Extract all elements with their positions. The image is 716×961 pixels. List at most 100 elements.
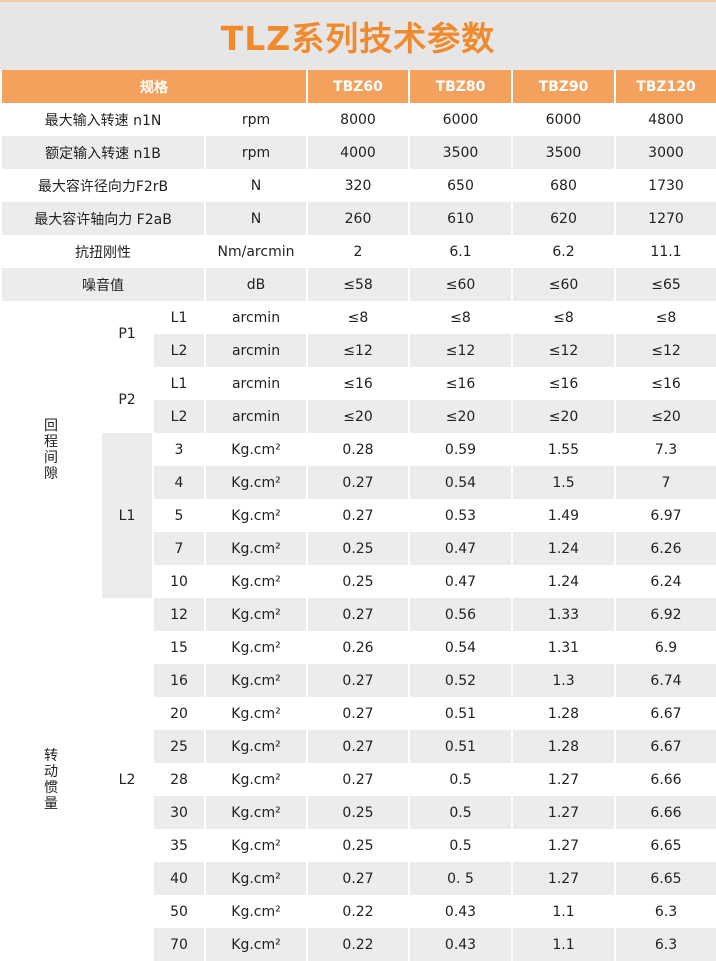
- row-value: 0.28: [306, 433, 410, 466]
- row-value: 2: [306, 235, 410, 268]
- row-sub: L1: [152, 367, 206, 400]
- header-model: TBZ120: [614, 70, 716, 103]
- row-unit: Kg.cm²: [204, 763, 308, 796]
- row-value: 3000: [614, 136, 716, 169]
- row-unit: Kg.cm²: [204, 532, 308, 565]
- row-value: 3500: [511, 136, 616, 169]
- row-value: 4000: [306, 136, 410, 169]
- table-row: 35 Kg.cm² 0.25 0.5 1.27 6.65: [1, 829, 716, 862]
- row-sub: 15: [152, 631, 206, 664]
- row-value: 0.27: [306, 697, 410, 730]
- row-unit: arcmin: [204, 367, 308, 400]
- row-value: 1.27: [511, 763, 616, 796]
- row-value: 610: [408, 202, 513, 235]
- header-model: TBZ80: [408, 70, 513, 103]
- row-sub: 20: [152, 697, 206, 730]
- row-value: ≤60: [408, 268, 513, 301]
- row-value: 0.22: [306, 928, 410, 961]
- row-value: 0.52: [408, 664, 513, 697]
- row-value: 0.25: [306, 796, 410, 829]
- row-sub: 4: [152, 466, 206, 499]
- row-sub: 25: [152, 730, 206, 763]
- table-row: 25 Kg.cm² 0.27 0.51 1.28 6.67: [1, 730, 716, 763]
- row-value: 1730: [614, 169, 716, 202]
- table-row: 10 Kg.cm² 0.25 0.47 1.24 6.24: [1, 565, 716, 598]
- row-value: 620: [511, 202, 616, 235]
- row-value: 6.92: [614, 598, 716, 631]
- row-value: 0.5: [408, 763, 513, 796]
- table-row: L2 arcmin ≤20 ≤20 ≤20 ≤20: [1, 400, 716, 433]
- row-unit: arcmin: [204, 301, 308, 334]
- table-row: 28 Kg.cm² 0.27 0.5 1.27 6.66: [1, 763, 716, 796]
- header-model: TBZ90: [511, 70, 616, 103]
- row-value: ≤8: [614, 301, 716, 334]
- row-unit: N: [204, 169, 308, 202]
- row-value: 6.65: [614, 829, 716, 862]
- row-sub: L1: [152, 301, 206, 334]
- table-row: 抗扭刚性 Nm/arcmin 2 6.1 6.2 11.1: [0, 235, 716, 268]
- row-value: 1.27: [511, 829, 616, 862]
- row-value: ≤20: [511, 400, 616, 433]
- row-value: 6.24: [614, 565, 716, 598]
- row-value: 0.22: [306, 895, 410, 928]
- row-value: 6.9: [614, 631, 716, 664]
- row-unit: arcmin: [204, 400, 308, 433]
- row-value: 1.5: [511, 466, 616, 499]
- row-value: 0.5: [408, 829, 513, 862]
- row-sub: 12: [152, 598, 206, 631]
- row-value: 6.26: [614, 532, 716, 565]
- row-value: ≤12: [614, 334, 716, 367]
- row-unit: Kg.cm²: [204, 499, 308, 532]
- row-value: 650: [408, 169, 513, 202]
- row-sub: 30: [152, 796, 206, 829]
- row-value: 0.27: [306, 664, 410, 697]
- row-value: 0.26: [306, 631, 410, 664]
- row-value: ≤16: [614, 367, 716, 400]
- row-value: 8000: [306, 103, 410, 136]
- row-value: ≤20: [614, 400, 716, 433]
- row-value: 0.27: [306, 499, 410, 532]
- row-value: 0.51: [408, 697, 513, 730]
- row-value: ≤8: [408, 301, 513, 334]
- row-value: ≤16: [306, 367, 410, 400]
- row-value: 0.27: [306, 763, 410, 796]
- table-row: 最大输入转速 n1N rpm 8000 6000 6000 4800: [0, 103, 716, 136]
- row-value: ≤8: [511, 301, 616, 334]
- row-value: 1.28: [511, 730, 616, 763]
- table-row: 转动惯量 L2 12 Kg.cm² 0.27 0.56 1.33 6.92: [0, 598, 716, 961]
- row-unit: N: [204, 202, 308, 235]
- row-value: 6.97: [614, 499, 716, 532]
- row-value: ≤8: [306, 301, 410, 334]
- table-row: 噪音值 dB ≤58 ≤60 ≤60 ≤65: [0, 268, 716, 301]
- row-value: ≤60: [511, 268, 616, 301]
- row-value: ≤16: [511, 367, 616, 400]
- title-band: TLZ系列技术参数: [0, 0, 716, 70]
- row-value: ≤12: [408, 334, 513, 367]
- table-row: 15 Kg.cm² 0.26 0.54 1.31 6.9: [1, 631, 716, 664]
- row-unit: Kg.cm²: [204, 466, 308, 499]
- row-sub: L2: [152, 400, 206, 433]
- row-unit: rpm: [204, 103, 308, 136]
- header-spec: 规格: [0, 70, 308, 103]
- table-row: 50 Kg.cm² 0.22 0.43 1.1 6.3: [1, 895, 716, 928]
- row-value: 0.5: [408, 796, 513, 829]
- row-value: 320: [306, 169, 410, 202]
- table-row: 额定输入转速 n1B rpm 4000 3500 3500 3000: [0, 136, 716, 169]
- row-value: 6000: [511, 103, 616, 136]
- row-value: 0.25: [306, 565, 410, 598]
- row-value: 0.25: [306, 532, 410, 565]
- row-label: 最大容许径向力F2rB: [0, 169, 206, 202]
- row-label: 抗扭刚性: [0, 235, 206, 268]
- row-sub: 7: [152, 532, 206, 565]
- group-label: 回程间隙: [44, 417, 58, 482]
- row-value: 1.28: [511, 697, 616, 730]
- row-unit: Kg.cm²: [204, 928, 308, 961]
- row-value: 1.1: [511, 928, 616, 961]
- row-unit: dB: [204, 268, 308, 301]
- row-value: 0.47: [408, 565, 513, 598]
- row-value: 3500: [408, 136, 513, 169]
- row-unit: Kg.cm²: [204, 796, 308, 829]
- row-value: 1.27: [511, 862, 616, 895]
- row-unit: Kg.cm²: [204, 829, 308, 862]
- row-value: 7: [614, 466, 716, 499]
